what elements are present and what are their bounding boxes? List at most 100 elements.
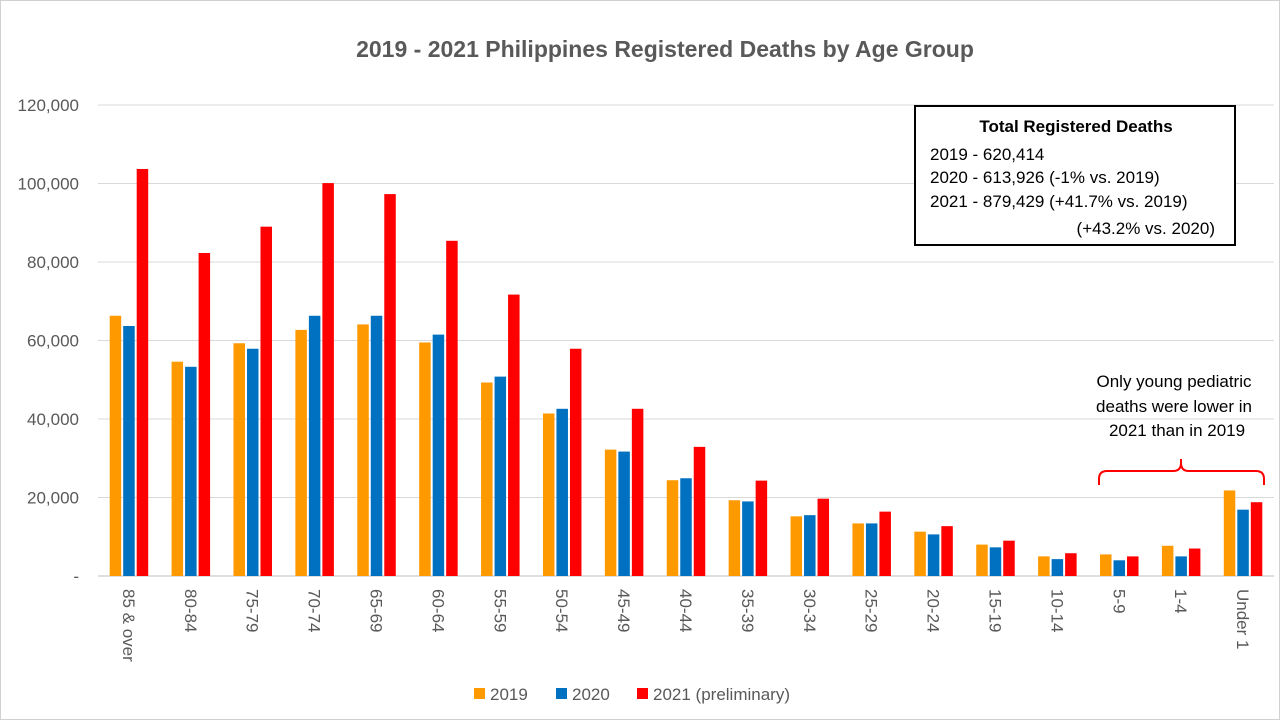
totals-box-title: Total Registered Deaths (979, 117, 1172, 136)
bar (1127, 556, 1139, 576)
bar (185, 366, 197, 576)
x-tick-label: 10-14 (1047, 589, 1066, 632)
bar (852, 523, 864, 576)
y-tick-label: 100,000 (18, 175, 79, 194)
y-tick-label: 80,000 (27, 253, 79, 272)
x-tick-label: 85 & over (119, 589, 138, 662)
bar (755, 480, 768, 576)
bar (666, 480, 679, 576)
y-tick-label: 60,000 (27, 332, 79, 351)
bar (604, 449, 617, 576)
x-tick-label: 45-49 (614, 589, 633, 632)
bar (1223, 490, 1236, 576)
x-tick-label: 50-54 (552, 589, 571, 632)
bar (123, 325, 135, 576)
x-tick-label: 75-79 (243, 589, 262, 632)
totals-box-border (914, 105, 1236, 246)
legend-swatch (637, 688, 648, 699)
bar (198, 252, 211, 576)
x-tick-label: 15-19 (985, 589, 1004, 632)
bar (481, 382, 493, 576)
x-tick-label: 30-34 (800, 589, 819, 632)
y-tick-label: - (73, 567, 79, 586)
x-tick-label: 65-69 (367, 589, 386, 632)
bar (542, 413, 555, 576)
bar (1250, 502, 1263, 576)
y-tick-label: 20,000 (27, 489, 79, 508)
x-tick-label: 20-24 (924, 589, 943, 632)
bar (357, 324, 369, 576)
bar (1161, 545, 1174, 576)
bar (914, 531, 926, 576)
bars (109, 168, 1263, 577)
bar (1188, 548, 1201, 576)
bar (246, 348, 259, 576)
bar (618, 451, 630, 576)
bar (233, 343, 245, 576)
bar (370, 315, 383, 576)
bar (260, 226, 272, 577)
totals-box-line-2021: 2021 - 879,429 (+41.7% vs. 2019) (930, 192, 1188, 211)
bar (508, 294, 520, 576)
x-tick-label: 25-29 (862, 589, 881, 632)
pediatric-annotation: Only young pediatric deaths were lower i… (1096, 372, 1265, 485)
totals-box-line-2021-vs-2020: (+43.2% vs. 2020) (1077, 219, 1215, 238)
legend-label: 2021 (preliminary) (653, 685, 790, 704)
bar (419, 342, 431, 576)
bar (446, 240, 458, 576)
bar (556, 408, 568, 576)
legend-label: 2020 (572, 685, 610, 704)
y-tick-label: 120,000 (18, 96, 79, 115)
bar (1003, 540, 1015, 576)
x-tick-label: 40-44 (676, 589, 695, 632)
x-axis-ticks: 85 & over 80-84 75-79 70-74 65-69 60-64 55-59 5… (119, 589, 1252, 662)
bar (308, 315, 321, 576)
totals-box-line-2020: 2020 - 613,926 (-1% vs. 2019) (930, 168, 1160, 187)
legend-swatch (474, 688, 485, 699)
bar (384, 194, 396, 576)
bar (1237, 509, 1249, 576)
bar (680, 478, 692, 576)
x-tick-label: 5-9 (1109, 589, 1128, 614)
bar (494, 376, 507, 576)
totals-box-line-2019: 2019 - 620,414 (930, 145, 1044, 164)
bar (742, 501, 754, 576)
bar (171, 361, 184, 576)
y-tick-label: 40,000 (27, 410, 79, 429)
y-axis-ticks: - 20,000 40,000 60,000 80,000 100,000 120,000 (18, 96, 79, 586)
pediatric-note-line-3: 2021 than in 2019 (1109, 421, 1245, 440)
bar (790, 516, 803, 576)
bar (976, 544, 988, 576)
x-tick-label: 60-64 (428, 589, 447, 632)
bar (1113, 560, 1126, 576)
bar (295, 329, 307, 576)
bar (728, 500, 741, 576)
pediatric-note-line-2: deaths were lower in (1096, 397, 1252, 416)
bar (941, 526, 953, 576)
totals-box: Total Registered Deaths 2019 - 620,414 2… (914, 105, 1236, 246)
bar (136, 168, 149, 577)
bar (1038, 556, 1050, 576)
x-tick-label: 35-39 (738, 589, 757, 632)
bar (989, 547, 1002, 576)
bar (569, 348, 582, 576)
legend-label: 2019 (490, 685, 528, 704)
bar (1100, 554, 1112, 576)
bar (109, 315, 122, 576)
legend: 2019 2020 2021 (preliminary) (474, 685, 790, 704)
chart-title: 2019 - 2021 Philippines Registered Death… (356, 36, 974, 62)
pediatric-bracket (1098, 459, 1265, 485)
x-tick-label: 70-74 (305, 589, 324, 632)
x-tick-label: 80-84 (181, 589, 200, 632)
x-tick-label: 1-4 (1171, 589, 1190, 614)
bar (927, 534, 940, 576)
bar (1065, 553, 1077, 576)
x-tick-label: Under 1 (1233, 589, 1252, 649)
bar (865, 523, 878, 576)
legend-swatch (556, 688, 567, 699)
bar (322, 183, 334, 577)
bar (804, 515, 816, 576)
gridlines (98, 104, 1274, 577)
